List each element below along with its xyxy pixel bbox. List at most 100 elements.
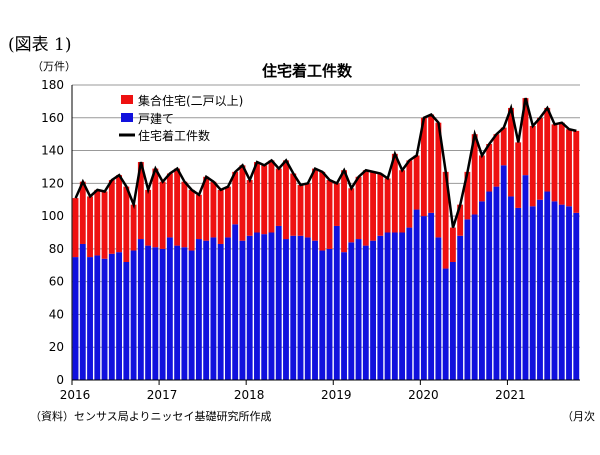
bar-single-family bbox=[304, 237, 311, 380]
bar-single-family bbox=[413, 209, 420, 380]
bar-single-family bbox=[174, 245, 181, 380]
bar-multi-family bbox=[268, 160, 275, 233]
bar-multi-family bbox=[341, 170, 347, 253]
bar-multi-family bbox=[108, 180, 115, 254]
bar-single-family bbox=[399, 232, 406, 380]
bar-multi-family bbox=[471, 134, 478, 215]
bar-single-family bbox=[79, 243, 86, 380]
bar-multi-family bbox=[551, 124, 558, 202]
bar-single-family bbox=[130, 250, 137, 380]
bar-multi-family bbox=[479, 155, 485, 202]
bar-single-family bbox=[87, 257, 93, 380]
bar-single-family bbox=[94, 255, 101, 380]
x-tick-label: 2019 bbox=[321, 388, 352, 402]
bar-single-family bbox=[391, 232, 398, 380]
bar-multi-family bbox=[348, 188, 355, 243]
bar-multi-family bbox=[420, 117, 427, 217]
bar-multi-family bbox=[254, 162, 260, 233]
bar-multi-family bbox=[203, 176, 210, 241]
x-tick-label: 2016 bbox=[60, 388, 91, 402]
bar-single-family bbox=[181, 247, 188, 380]
bar-multi-family bbox=[304, 183, 311, 238]
bar-multi-family bbox=[181, 181, 188, 248]
bar-multi-family bbox=[130, 204, 137, 251]
bar-single-family bbox=[152, 247, 159, 380]
bar-multi-family bbox=[435, 122, 442, 238]
legend-single-label: 戸建て bbox=[138, 112, 175, 126]
bar-single-family bbox=[449, 262, 456, 380]
bar-single-family bbox=[370, 240, 376, 380]
bar-single-family bbox=[428, 212, 435, 380]
bar-multi-family bbox=[195, 194, 202, 240]
bar-multi-family bbox=[94, 189, 101, 256]
bar-multi-family bbox=[464, 171, 471, 220]
y-tick-label: 180 bbox=[41, 78, 64, 92]
bar-single-family bbox=[508, 196, 514, 380]
bar-multi-family bbox=[558, 122, 565, 205]
bar-multi-family bbox=[406, 160, 413, 228]
bar-single-family bbox=[558, 204, 565, 380]
bar-multi-family bbox=[522, 98, 529, 176]
bar-multi-family bbox=[493, 134, 500, 187]
bar-multi-family bbox=[399, 170, 406, 233]
bar-single-family bbox=[195, 239, 202, 380]
bar-multi-family bbox=[72, 198, 79, 258]
bar-single-family bbox=[457, 235, 464, 380]
bar-single-family bbox=[275, 225, 282, 380]
bar-multi-family bbox=[261, 165, 268, 235]
bar-single-family bbox=[137, 239, 144, 380]
y-tick-label: 40 bbox=[49, 307, 64, 321]
bar-multi-family bbox=[486, 144, 493, 192]
bar-single-family bbox=[544, 191, 551, 380]
bar-single-family bbox=[297, 235, 304, 380]
bar-single-family bbox=[442, 268, 449, 380]
bar-multi-family bbox=[566, 129, 572, 207]
bar-multi-family bbox=[239, 165, 246, 241]
y-tick-label: 120 bbox=[41, 176, 64, 190]
bar-multi-family bbox=[544, 107, 551, 192]
bar-single-family bbox=[312, 240, 318, 380]
bar-multi-family bbox=[145, 189, 152, 246]
bar-single-family bbox=[232, 224, 239, 380]
bar-multi-family bbox=[290, 173, 297, 236]
bar-multi-family bbox=[116, 175, 122, 253]
bar-multi-family bbox=[319, 171, 326, 251]
bar-single-family bbox=[290, 235, 297, 380]
x-tick-label: 2021 bbox=[495, 388, 526, 402]
chart-title: 住宅着工件数 bbox=[262, 62, 353, 80]
frequency-note: （月次 bbox=[562, 410, 595, 423]
bar-single-family bbox=[566, 206, 572, 380]
bar-single-family bbox=[464, 219, 471, 380]
bar-single-family bbox=[254, 232, 260, 380]
bar-single-family bbox=[537, 199, 543, 380]
bar-single-family bbox=[341, 252, 347, 380]
bar-multi-family bbox=[370, 171, 376, 241]
bar-single-family bbox=[108, 253, 115, 380]
bar-single-family bbox=[333, 225, 340, 380]
bar-single-family bbox=[529, 206, 536, 380]
bar-multi-family bbox=[246, 180, 253, 236]
bar-single-family bbox=[123, 262, 130, 380]
bar-single-family bbox=[239, 240, 246, 380]
bar-single-family bbox=[326, 248, 333, 380]
bar-single-family bbox=[283, 239, 289, 380]
bar-single-family bbox=[471, 214, 478, 380]
bar-single-family bbox=[188, 250, 195, 380]
bar-multi-family bbox=[537, 117, 543, 200]
bar-single-family bbox=[246, 235, 253, 380]
bar-multi-family bbox=[384, 178, 391, 233]
bar-multi-family bbox=[79, 181, 86, 244]
y-tick-label: 80 bbox=[49, 242, 64, 256]
bar-single-family bbox=[159, 248, 166, 380]
bar-multi-family bbox=[101, 191, 108, 259]
bar-single-family bbox=[435, 237, 442, 380]
bar-multi-family bbox=[297, 184, 304, 236]
bar-multi-family bbox=[210, 181, 217, 238]
legend-total-label: 住宅着工件数 bbox=[138, 129, 211, 143]
bar-multi-family bbox=[275, 168, 282, 226]
bar-multi-family bbox=[573, 130, 580, 213]
bar-multi-family bbox=[232, 171, 239, 225]
bar-single-family bbox=[493, 186, 500, 380]
